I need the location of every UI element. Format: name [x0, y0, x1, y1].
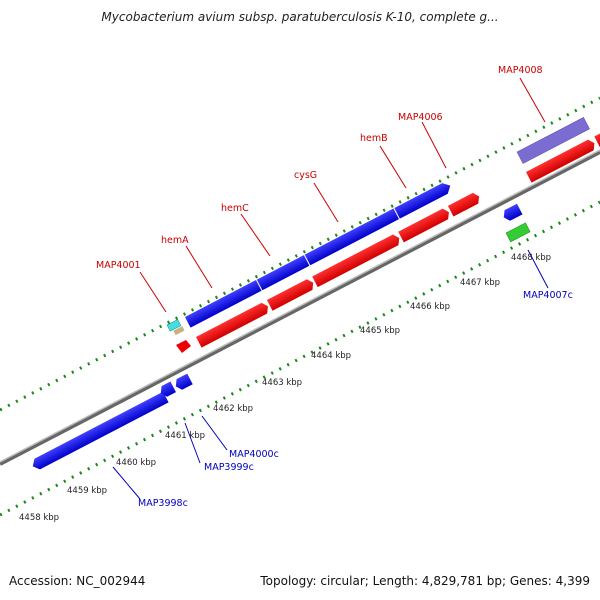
- kbp-label: 4459 kbp: [67, 486, 107, 496]
- gene-MAP4007c-blue[interactable]: [501, 203, 523, 223]
- label-MAP4007c[interactable]: MAP4007c: [523, 290, 573, 301]
- genome-summary-text: Topology: circular; Length: 4,829,781 bp…: [260, 574, 590, 588]
- gene-MAP4000c[interactable]: [173, 373, 193, 392]
- scale-labels: 4458 kbp 4459 kbp 4460 kbp 4461 kbp 4462…: [19, 253, 551, 523]
- reverse-strand-genes: [30, 203, 531, 472]
- cds-hemB[interactable]: [398, 207, 451, 243]
- reverse-callouts: [112, 249, 549, 500]
- gene-MAP3999c[interactable]: [158, 381, 176, 399]
- cds-cysG[interactable]: [312, 233, 402, 288]
- label-hemA[interactable]: hemA: [161, 235, 189, 246]
- kbp-label: 4467 kbp: [460, 278, 500, 288]
- gene-hemA[interactable]: [185, 280, 262, 328]
- kbp-label: 4461 kbp: [165, 431, 205, 441]
- kbp-label: 4458 kbp: [19, 513, 59, 523]
- gene-cysG[interactable]: [304, 208, 399, 266]
- label-hemB[interactable]: hemB: [360, 133, 388, 144]
- cds-next[interactable]: [594, 127, 600, 148]
- genome-backbone: [0, 149, 600, 466]
- label-MAP3999c[interactable]: MAP3999c: [204, 462, 254, 473]
- kbp-label: 4468 kbp: [511, 253, 551, 263]
- forward-strand-genes: [166, 117, 600, 353]
- label-hemC[interactable]: hemC: [221, 203, 249, 214]
- kbp-label: 4465 kbp: [360, 326, 400, 336]
- outer-tick-track: [0, 96, 600, 412]
- kbp-label: 4463 kbp: [262, 378, 302, 388]
- kbp-label: 4460 kbp: [116, 458, 156, 468]
- cds-MAP4008[interactable]: [526, 138, 597, 183]
- gene-MAP4001-tan[interactable]: [173, 326, 185, 336]
- forward-callouts: [139, 77, 546, 313]
- label-MAP4006[interactable]: MAP4006: [398, 112, 443, 123]
- cds-MAP4006[interactable]: [447, 191, 482, 217]
- cds-hemA[interactable]: [196, 301, 271, 348]
- label-MAP4000c[interactable]: MAP4000c: [229, 449, 279, 460]
- gene-MAP3998c[interactable]: [30, 391, 169, 472]
- label-MAP4008[interactable]: MAP4008: [498, 65, 543, 76]
- kbp-label: 4464 kbp: [311, 351, 351, 361]
- gene-hemC[interactable]: [256, 255, 310, 291]
- gene-MAP4007c[interactable]: [505, 222, 531, 243]
- cds-MAP4001[interactable]: [176, 340, 191, 353]
- inner-tick-track: [0, 200, 600, 517]
- accession-text: Accession: NC_002944: [9, 574, 146, 588]
- gene-hemB[interactable]: [394, 180, 453, 219]
- cds-hemC[interactable]: [266, 277, 316, 311]
- label-cysG[interactable]: cysG: [294, 170, 317, 181]
- kbp-label: 4462 kbp: [213, 404, 253, 414]
- gene-MAP4001-cyan[interactable]: [166, 319, 182, 332]
- label-MAP3998c[interactable]: MAP3998c: [138, 498, 188, 509]
- gene-MAP4008[interactable]: [516, 117, 590, 164]
- map-title: Mycobacterium avium subsp. paratuberculo…: [101, 10, 499, 24]
- label-MAP4001[interactable]: MAP4001: [96, 260, 141, 271]
- kbp-label: 4466 kbp: [410, 302, 450, 312]
